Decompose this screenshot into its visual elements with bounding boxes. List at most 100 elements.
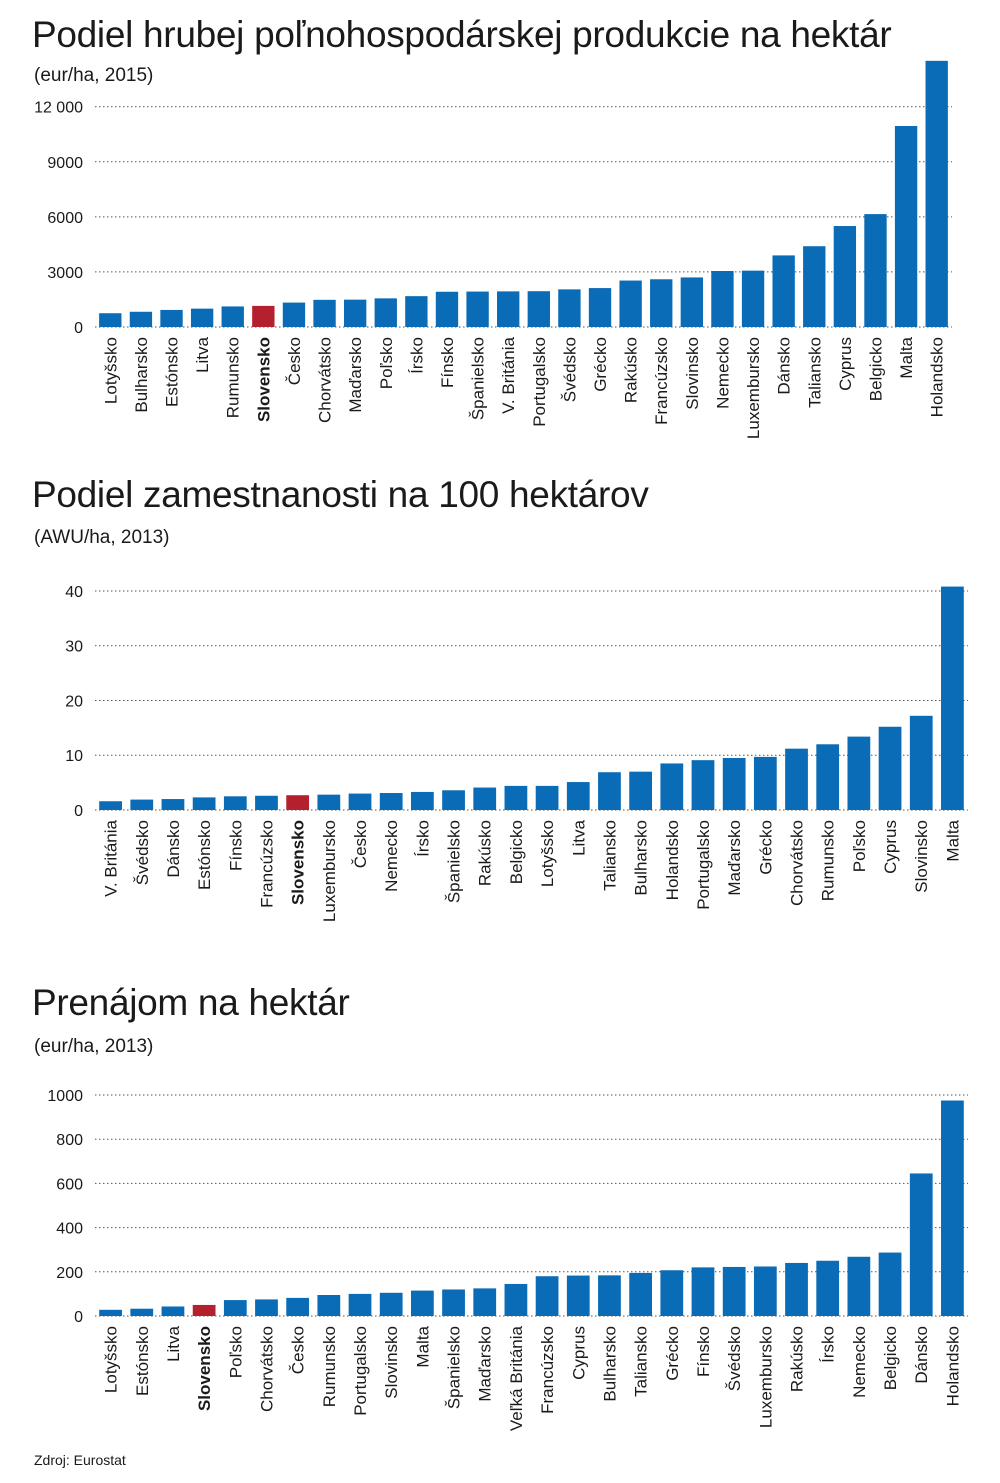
x-tick-label: Belgicko — [881, 1326, 900, 1390]
x-tick-label: Dánsko — [912, 1326, 931, 1384]
bar-4 — [221, 306, 244, 327]
y-tick-label: 9000 — [47, 155, 83, 172]
bar-27 — [941, 586, 964, 810]
bar-0 — [99, 313, 122, 327]
bar-11 — [442, 1289, 465, 1316]
x-tick-label: Holandsko — [943, 1326, 962, 1406]
bar-26 — [909, 715, 933, 810]
bar-3 — [192, 1304, 216, 1316]
x-tick-label: Lotyšsko — [102, 1326, 121, 1393]
bar-5 — [255, 795, 278, 810]
bar-0 — [99, 1309, 122, 1316]
x-tick-label: Belgicko — [507, 820, 526, 884]
x-tick-label: Chorvátsko — [788, 820, 807, 906]
bar-14 — [527, 291, 550, 327]
x-tick-label: Cyprus — [836, 337, 855, 391]
bar-15 — [558, 289, 581, 327]
bar-4 — [223, 796, 247, 810]
x-tick-label: Maďarsko — [476, 1326, 495, 1402]
x-tick-label: Luxembursko — [320, 820, 339, 922]
y-tick-label: 30 — [65, 639, 83, 656]
bar-21 — [753, 756, 777, 810]
x-tick-label: Bulharsko — [132, 337, 151, 413]
bar-17 — [619, 280, 642, 327]
x-tick-label: Španielsko — [445, 820, 464, 903]
x-tick-label: Bulharsko — [600, 1326, 619, 1402]
bar-12 — [473, 1288, 497, 1316]
bar-13 — [504, 785, 528, 810]
x-tick-label: Dánsko — [775, 337, 794, 395]
x-tick-label: Chorvátsko — [257, 1326, 276, 1412]
bar-13 — [504, 1283, 528, 1316]
bar-12 — [466, 291, 489, 327]
x-tick-label: Chorvátsko — [316, 337, 335, 423]
bar-14 — [535, 785, 559, 810]
bar-2 — [161, 799, 185, 810]
y-tick-label: 20 — [65, 693, 83, 710]
x-tick-label: Holandsko — [928, 337, 947, 417]
x-tick-label: Luxembursko — [756, 1326, 775, 1428]
x-tick-label: V. Británia — [102, 819, 121, 896]
bar-11 — [435, 291, 459, 327]
bar-20 — [722, 1266, 746, 1316]
x-tick-label: Lotyšsko — [538, 820, 557, 887]
x-tick-label: Bulharsko — [632, 820, 651, 896]
bar-9 — [374, 298, 397, 327]
bar-22 — [772, 255, 795, 327]
bar-11 — [442, 790, 465, 810]
x-tick-label: Slovinsko — [382, 1326, 401, 1399]
x-tick-label: Írsko — [407, 337, 426, 374]
bar-1 — [130, 799, 154, 810]
x-tick-label: Malta — [943, 819, 962, 861]
y-tick-label: 6000 — [47, 210, 83, 227]
x-tick-label: Nemecko — [850, 1326, 869, 1398]
bar-18 — [660, 1270, 684, 1316]
x-tick-label: V. Británia — [499, 336, 518, 413]
x-tick-label: Portugalsko — [694, 820, 713, 910]
chart-title: Podiel zamestnanosti na 100 hektárov — [32, 474, 649, 515]
x-tick-label: Litva — [569, 819, 588, 855]
bar-7 — [317, 1295, 341, 1316]
bar-18 — [660, 763, 684, 810]
y-tick-label: 3000 — [47, 265, 83, 282]
x-tick-label: Slovensko — [254, 337, 273, 422]
y-tick-label: 600 — [56, 1176, 83, 1193]
bar-0 — [99, 801, 122, 810]
x-tick-label: Taliansko — [805, 337, 824, 408]
x-tick-label: Cyprus — [569, 1326, 588, 1380]
bar-3 — [190, 308, 214, 327]
x-tick-label: Švédsko — [560, 337, 579, 402]
bar-8 — [343, 299, 367, 327]
x-tick-label: Litva — [193, 336, 212, 372]
bar-6 — [286, 1297, 310, 1316]
x-tick-label: Litva — [164, 1325, 183, 1361]
bar-4 — [223, 1300, 247, 1316]
x-tick-label: Rakúsko — [788, 1326, 807, 1392]
x-tick-label: Nemecko — [713, 337, 732, 409]
bar-3 — [192, 797, 216, 810]
bar-16 — [598, 772, 621, 810]
bar-14 — [535, 1276, 559, 1316]
x-tick-label: Rumunsko — [320, 1326, 339, 1407]
bar-22 — [785, 748, 808, 810]
bar-21 — [741, 270, 765, 327]
chart-title: Podiel hrubej poľnohospodárskej produkci… — [32, 14, 892, 55]
bar-2 — [161, 1306, 185, 1316]
x-tick-label: Lotyšsko — [101, 337, 120, 404]
x-tick-label: Česko — [351, 820, 370, 868]
x-tick-label: Francúzsko — [538, 1326, 557, 1414]
bar-27 — [925, 60, 948, 327]
bar-5 — [252, 305, 275, 327]
y-tick-label: 12 000 — [34, 100, 83, 117]
bar-chart-production: 0 3000 6000 9000 12 000 Lotyšsko Bulharsko Estó… — [34, 60, 952, 439]
y-tick-label: 10 — [65, 748, 83, 765]
y-tick-label: 0 — [74, 320, 83, 337]
x-tick-label: Taliansko — [600, 820, 619, 891]
x-tick-label: Taliansko — [632, 1326, 651, 1397]
bar-22 — [785, 1262, 808, 1316]
bar-7 — [313, 299, 336, 327]
bar-18 — [650, 279, 673, 327]
bar-24 — [847, 1256, 871, 1316]
x-tick-label: Malta — [413, 1325, 432, 1367]
bar-17 — [629, 771, 653, 810]
